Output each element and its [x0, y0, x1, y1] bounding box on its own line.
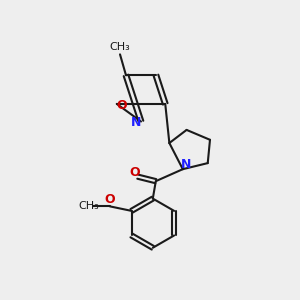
Text: CH₃: CH₃ — [110, 42, 130, 52]
Text: O: O — [105, 193, 115, 206]
Text: N: N — [131, 116, 142, 130]
Text: N: N — [181, 158, 191, 171]
Text: CH₃: CH₃ — [79, 201, 99, 212]
Text: O: O — [117, 99, 128, 112]
Text: O: O — [129, 166, 140, 179]
